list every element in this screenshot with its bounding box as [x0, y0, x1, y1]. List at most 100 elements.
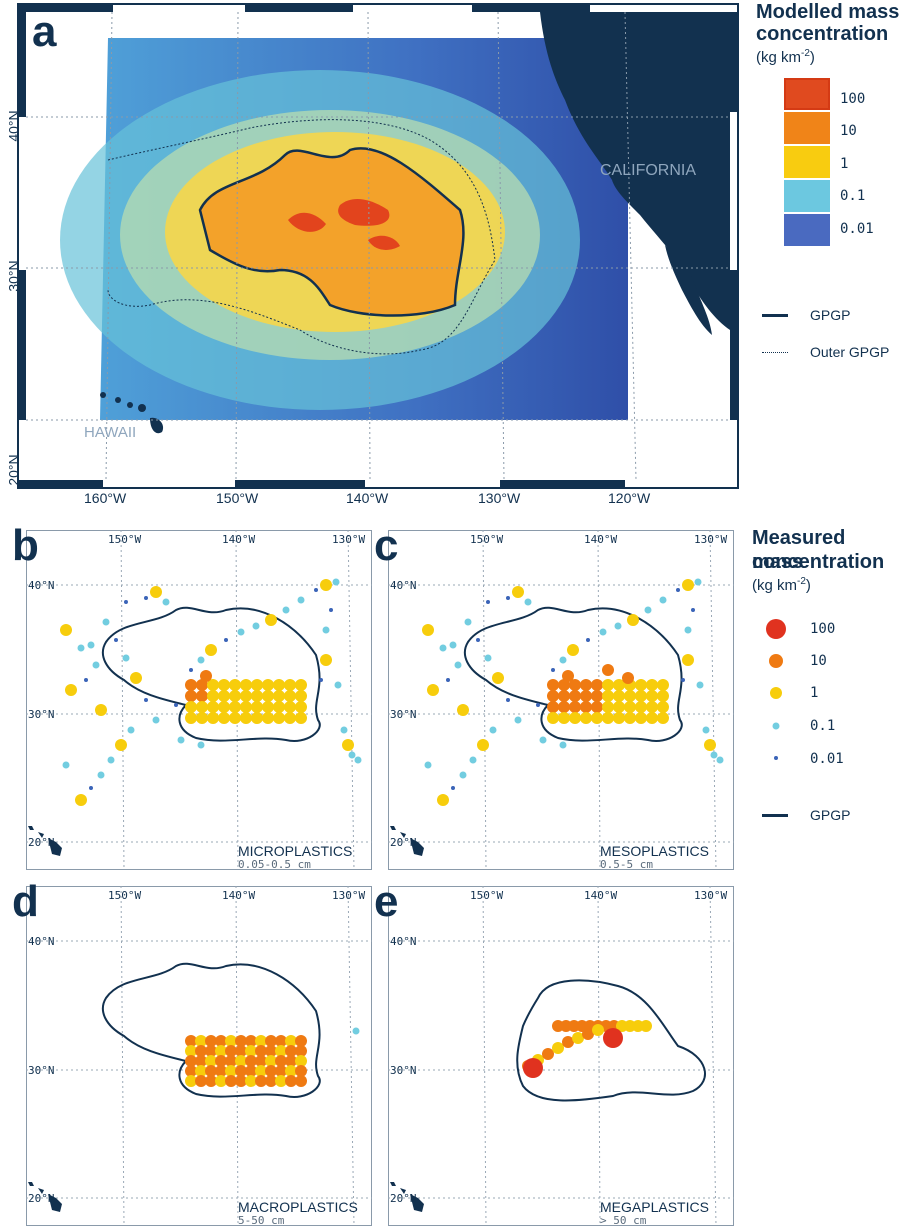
panel-a: a CALIFORNIA HAWAII 40°N 30°N 20°N 160°W…: [0, 0, 745, 506]
sample-dot: [265, 614, 277, 626]
legend-measured-dot-1: [770, 687, 782, 699]
sample-dot: [84, 678, 88, 682]
legend-measured-label-1: 1: [810, 685, 819, 701]
sample-dot: [562, 670, 574, 682]
legend-modelled-swatch-0.01: [784, 214, 830, 246]
lat-tick-40: 40°N: [5, 110, 22, 142]
sample-dot: [162, 598, 170, 606]
sample-dot: [245, 1045, 257, 1057]
grid-lines: [26, 886, 372, 1226]
sample-dot: [240, 712, 252, 724]
sample-dot: [275, 1035, 287, 1047]
sample-dot: [492, 672, 504, 684]
sample-dot: [702, 726, 710, 734]
sample-dot: [215, 1055, 227, 1067]
sample-dot: [329, 608, 333, 612]
sample-dot: [218, 679, 230, 691]
sample-dot: [240, 690, 252, 702]
lon-tick-130: 130°W: [332, 889, 366, 902]
sample-dot: [547, 679, 559, 691]
sample-dot: [547, 701, 559, 713]
legend-measured-unit: (kg km-2): [752, 576, 811, 594]
lat-tick-30: 30°N: [5, 260, 22, 292]
sample-dot: [295, 1045, 307, 1057]
sample-dot: [185, 679, 197, 691]
sample-dot: [124, 600, 128, 604]
panel-label-a: a: [32, 7, 57, 56]
sample-dot: [691, 608, 695, 612]
sample-dot: [476, 638, 480, 642]
sample-dot: [624, 712, 636, 724]
sample-dot: [512, 586, 524, 598]
sample-dot: [602, 690, 614, 702]
sample-dot: [207, 712, 219, 724]
legend-measured-dot-0.1: [772, 722, 780, 730]
sample-dot: [205, 644, 217, 656]
lat-tick-20: 20°N: [5, 454, 22, 486]
sample-dot: [215, 1045, 227, 1057]
place-label-hawaii: HAWAII: [84, 424, 137, 441]
sample-dot: [185, 1045, 197, 1057]
sample-dot: [624, 690, 636, 702]
sample-dot: [205, 1065, 217, 1077]
sample-dot: [524, 598, 532, 606]
sample-dot: [95, 704, 107, 716]
sample-dot: [75, 794, 87, 806]
sample-dot: [352, 1027, 360, 1035]
sample-dot: [240, 679, 252, 691]
legend-modelled-label-100: 100: [840, 91, 866, 107]
panel-d: d 150°W 140°W 130°W 40°N 30°N 20°N MACROPLASTIC…: [12, 880, 372, 1227]
sample-dot: [562, 1036, 574, 1048]
lon-tick-140: 140°W: [584, 889, 618, 902]
legend-modelled-swatch-1: [784, 146, 830, 178]
grid-lines: [388, 886, 734, 1226]
sample-dot: [284, 679, 296, 691]
land-hawaii-icon: [28, 826, 62, 856]
legend-measured-dot-100: [766, 619, 786, 639]
lon-tick-130: 130°W: [478, 490, 521, 506]
sample-dot: [451, 786, 455, 790]
lon-tick-150: 150°W: [108, 889, 142, 902]
panel-label-d: d: [12, 877, 39, 926]
sample-dot: [225, 1045, 237, 1057]
panel-c-map: [388, 530, 734, 870]
legend-modelled-swatch-0.1: [784, 180, 830, 212]
sample-dot: [635, 701, 647, 713]
sample-dot: [314, 588, 318, 592]
sample-dot: [624, 701, 636, 713]
sample-dot: [144, 596, 148, 600]
sample-dot: [197, 656, 205, 664]
sample-dot: [235, 1065, 247, 1077]
gpgp-contour: [101, 606, 321, 742]
sample-dot: [320, 579, 332, 591]
sample-dot: [657, 712, 669, 724]
panel-c: c 150°W 140°W 130°W 40°N 30°N 20°N MESOPLASTICS…: [374, 524, 734, 871]
legend-modelled-unit: (kg km-2): [756, 48, 815, 66]
sample-dot: [602, 679, 614, 691]
panel-size-range: > 50 cm: [600, 1214, 647, 1227]
sample-dot: [602, 712, 614, 724]
model-hotspot-2: [338, 198, 390, 226]
sample-dot: [225, 1055, 237, 1067]
sample-dot: [682, 579, 694, 591]
sample-dot: [439, 644, 447, 652]
legend-measured-gpgp-line: [762, 814, 788, 817]
sample-dot: [603, 1028, 623, 1048]
sample-dot: [195, 1055, 207, 1067]
sample-dot: [265, 1035, 277, 1047]
legend-modelled-label-10: 10: [840, 123, 857, 139]
sample-dot: [599, 628, 607, 636]
sample-dot: [354, 756, 362, 764]
sample-dot: [207, 701, 219, 713]
legend-gpgp-label: GPGP: [810, 307, 851, 323]
sample-dot: [65, 684, 77, 696]
sample-dot: [174, 703, 178, 707]
panel-title: MESOPLASTICS: [600, 843, 709, 859]
model-gpgp-fill: [200, 148, 464, 316]
sample-dot: [107, 756, 115, 764]
sample-dot: [205, 1045, 217, 1057]
sample-dot: [62, 761, 70, 769]
sample-dot: [235, 1075, 247, 1087]
legend-modelled-swatch-10: [784, 112, 830, 144]
sample-dot: [640, 1020, 652, 1032]
